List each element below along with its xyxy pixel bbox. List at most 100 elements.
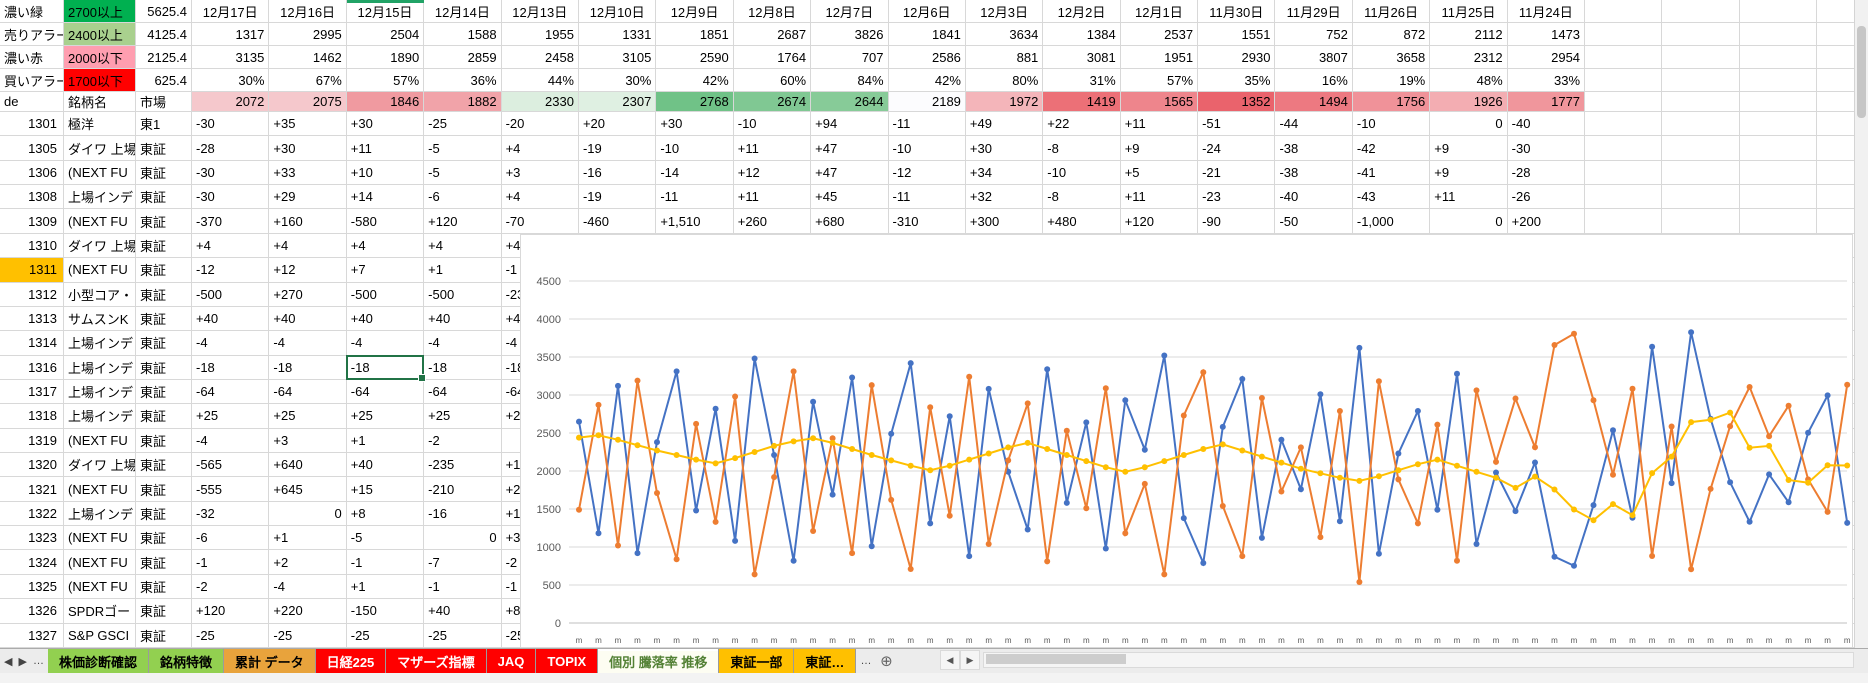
stock-name-cell[interactable]: S&P GSCI xyxy=(64,623,136,648)
value-cell[interactable]: +12 xyxy=(733,160,812,186)
value-cell[interactable]: -90 xyxy=(1198,209,1276,234)
stock-name-cell[interactable]: 極洋 xyxy=(64,112,136,137)
date-header-cell[interactable]: 12月9日 xyxy=(656,0,734,23)
value-cell[interactable]: -370 xyxy=(192,209,270,234)
decliners-cell[interactable]: 1462 xyxy=(269,46,347,69)
value-cell[interactable]: -1 xyxy=(192,550,270,575)
legend-threshold-cell[interactable]: 2000以下 xyxy=(64,46,136,69)
value-cell[interactable]: +11 xyxy=(1120,185,1199,210)
value-cell[interactable]: +9 xyxy=(1120,136,1199,161)
value-cell[interactable]: -10 xyxy=(656,136,734,161)
legend-value-cell[interactable]: 5625.4 xyxy=(136,0,192,23)
summary-col-c[interactable]: 市場 xyxy=(136,92,192,112)
stock-code-cell[interactable]: 1318 xyxy=(0,404,64,429)
sheet-tab[interactable]: 銘柄特徴 xyxy=(148,649,224,673)
value-cell[interactable]: -30 xyxy=(1507,136,1586,161)
value-cell[interactable]: -41 xyxy=(1352,160,1431,186)
value-cell[interactable]: -28 xyxy=(1507,160,1586,186)
empty-cell[interactable] xyxy=(1817,209,1868,234)
add-sheet-button[interactable]: ⊕ xyxy=(880,653,893,670)
value-cell[interactable]: -32 xyxy=(192,501,270,527)
decliners-cell[interactable]: 1764 xyxy=(733,46,812,69)
value-cell[interactable]: +40 xyxy=(269,306,347,332)
market-cell[interactable]: 東証 xyxy=(136,428,192,454)
value-cell[interactable]: -19 xyxy=(578,185,657,210)
value-cell[interactable]: -500 xyxy=(346,282,425,307)
decliners-cell[interactable]: 2458 xyxy=(501,46,579,69)
legend-label[interactable]: 濃い赤 xyxy=(0,46,64,69)
value-cell[interactable]: +7 xyxy=(346,258,425,283)
value-cell[interactable]: +22 xyxy=(1043,112,1121,137)
value-cell[interactable]: +45 xyxy=(811,185,889,210)
value-cell[interactable]: +480 xyxy=(1043,209,1121,234)
value-cell[interactable]: -11 xyxy=(888,112,966,137)
sheet-tab[interactable]: 日経225 xyxy=(315,649,387,673)
empty-cell[interactable] xyxy=(1662,23,1740,46)
value-cell[interactable]: -500 xyxy=(424,282,502,307)
value-cell[interactable]: -4 xyxy=(192,331,270,356)
value-cell[interactable]: -28 xyxy=(192,136,270,161)
value-cell[interactable]: +94 xyxy=(811,112,889,137)
value-cell[interactable]: -20 xyxy=(501,112,579,137)
value-cell[interactable]: -42 xyxy=(1352,136,1431,161)
value-cell[interactable]: -2 xyxy=(192,574,270,600)
market-cell[interactable]: 東証 xyxy=(136,185,192,210)
value-cell[interactable]: +9 xyxy=(1430,160,1508,186)
percent-cell[interactable]: 60% xyxy=(733,69,812,92)
legend-value-cell[interactable]: 2125.4 xyxy=(136,46,192,69)
empty-cell[interactable] xyxy=(1585,185,1663,210)
stock-code-cell[interactable]: 1314 xyxy=(0,331,64,356)
empty-cell[interactable] xyxy=(1662,112,1740,137)
empty-cell[interactable] xyxy=(1739,0,1818,23)
stock-code-cell[interactable]: 1325 xyxy=(0,574,64,600)
value-cell[interactable]: -26 xyxy=(1507,185,1586,210)
value-cell[interactable]: -38 xyxy=(1275,160,1353,186)
stock-code-cell[interactable]: 1320 xyxy=(0,453,64,478)
value-cell[interactable]: -23 xyxy=(1198,185,1276,210)
stock-name-cell[interactable]: (NEXT FU xyxy=(64,160,136,186)
summary-cell[interactable]: 1419 xyxy=(1043,92,1121,112)
value-cell[interactable]: -235 xyxy=(424,453,502,478)
summary-cell[interactable]: 1972 xyxy=(965,92,1044,112)
decliners-cell[interactable]: 2312 xyxy=(1430,46,1508,69)
legend-label[interactable]: 買いアラー xyxy=(0,69,64,92)
percent-cell[interactable]: 48% xyxy=(1430,69,1508,92)
value-cell[interactable]: +11 xyxy=(346,136,425,161)
empty-cell[interactable] xyxy=(1817,23,1868,46)
value-cell[interactable]: +3 xyxy=(269,428,347,454)
value-cell[interactable]: +1 xyxy=(269,526,347,551)
value-cell[interactable]: +40 xyxy=(424,599,502,624)
summary-cell[interactable]: 2768 xyxy=(656,92,734,112)
stock-code-cell[interactable]: 1309 xyxy=(0,209,64,234)
empty-cell[interactable] xyxy=(1585,46,1663,69)
value-cell[interactable]: -30 xyxy=(192,160,270,186)
sheet-nav-next-icon[interactable]: ▶ xyxy=(18,655,27,668)
value-cell[interactable]: -64 xyxy=(269,379,347,405)
advancers-cell[interactable]: 1841 xyxy=(888,23,966,46)
value-cell[interactable]: -4 xyxy=(192,428,270,454)
advancers-cell[interactable]: 1384 xyxy=(1043,23,1121,46)
market-cell[interactable]: 東証 xyxy=(136,599,192,624)
empty-cell[interactable] xyxy=(1739,160,1818,186)
sheet-tab[interactable]: 個別 騰落率 推移 xyxy=(598,649,720,673)
stock-code-cell[interactable]: 1324 xyxy=(0,550,64,575)
sheet-tab[interactable]: 東証… xyxy=(794,649,857,673)
value-cell[interactable]: -18 xyxy=(346,355,425,380)
advancers-cell[interactable]: 2995 xyxy=(269,23,347,46)
stock-name-cell[interactable]: 上場インデ xyxy=(64,185,136,210)
value-cell[interactable]: 0 xyxy=(1430,112,1508,137)
percent-cell[interactable]: 80% xyxy=(965,69,1044,92)
value-cell[interactable]: +11 xyxy=(733,185,812,210)
value-cell[interactable]: -50 xyxy=(1275,209,1353,234)
value-cell[interactable]: -16 xyxy=(424,501,502,527)
market-cell[interactable]: 東証 xyxy=(136,501,192,527)
value-cell[interactable]: +640 xyxy=(269,453,347,478)
value-cell[interactable]: 0 xyxy=(269,501,347,527)
value-cell[interactable]: -40 xyxy=(1275,185,1353,210)
value-cell[interactable]: -10 xyxy=(888,136,966,161)
stock-name-cell[interactable]: サムスンK xyxy=(64,306,136,332)
summary-cell[interactable]: 1756 xyxy=(1352,92,1431,112)
percent-cell[interactable]: 36% xyxy=(424,69,502,92)
market-cell[interactable]: 東証 xyxy=(136,477,192,502)
value-cell[interactable]: +220 xyxy=(269,599,347,624)
